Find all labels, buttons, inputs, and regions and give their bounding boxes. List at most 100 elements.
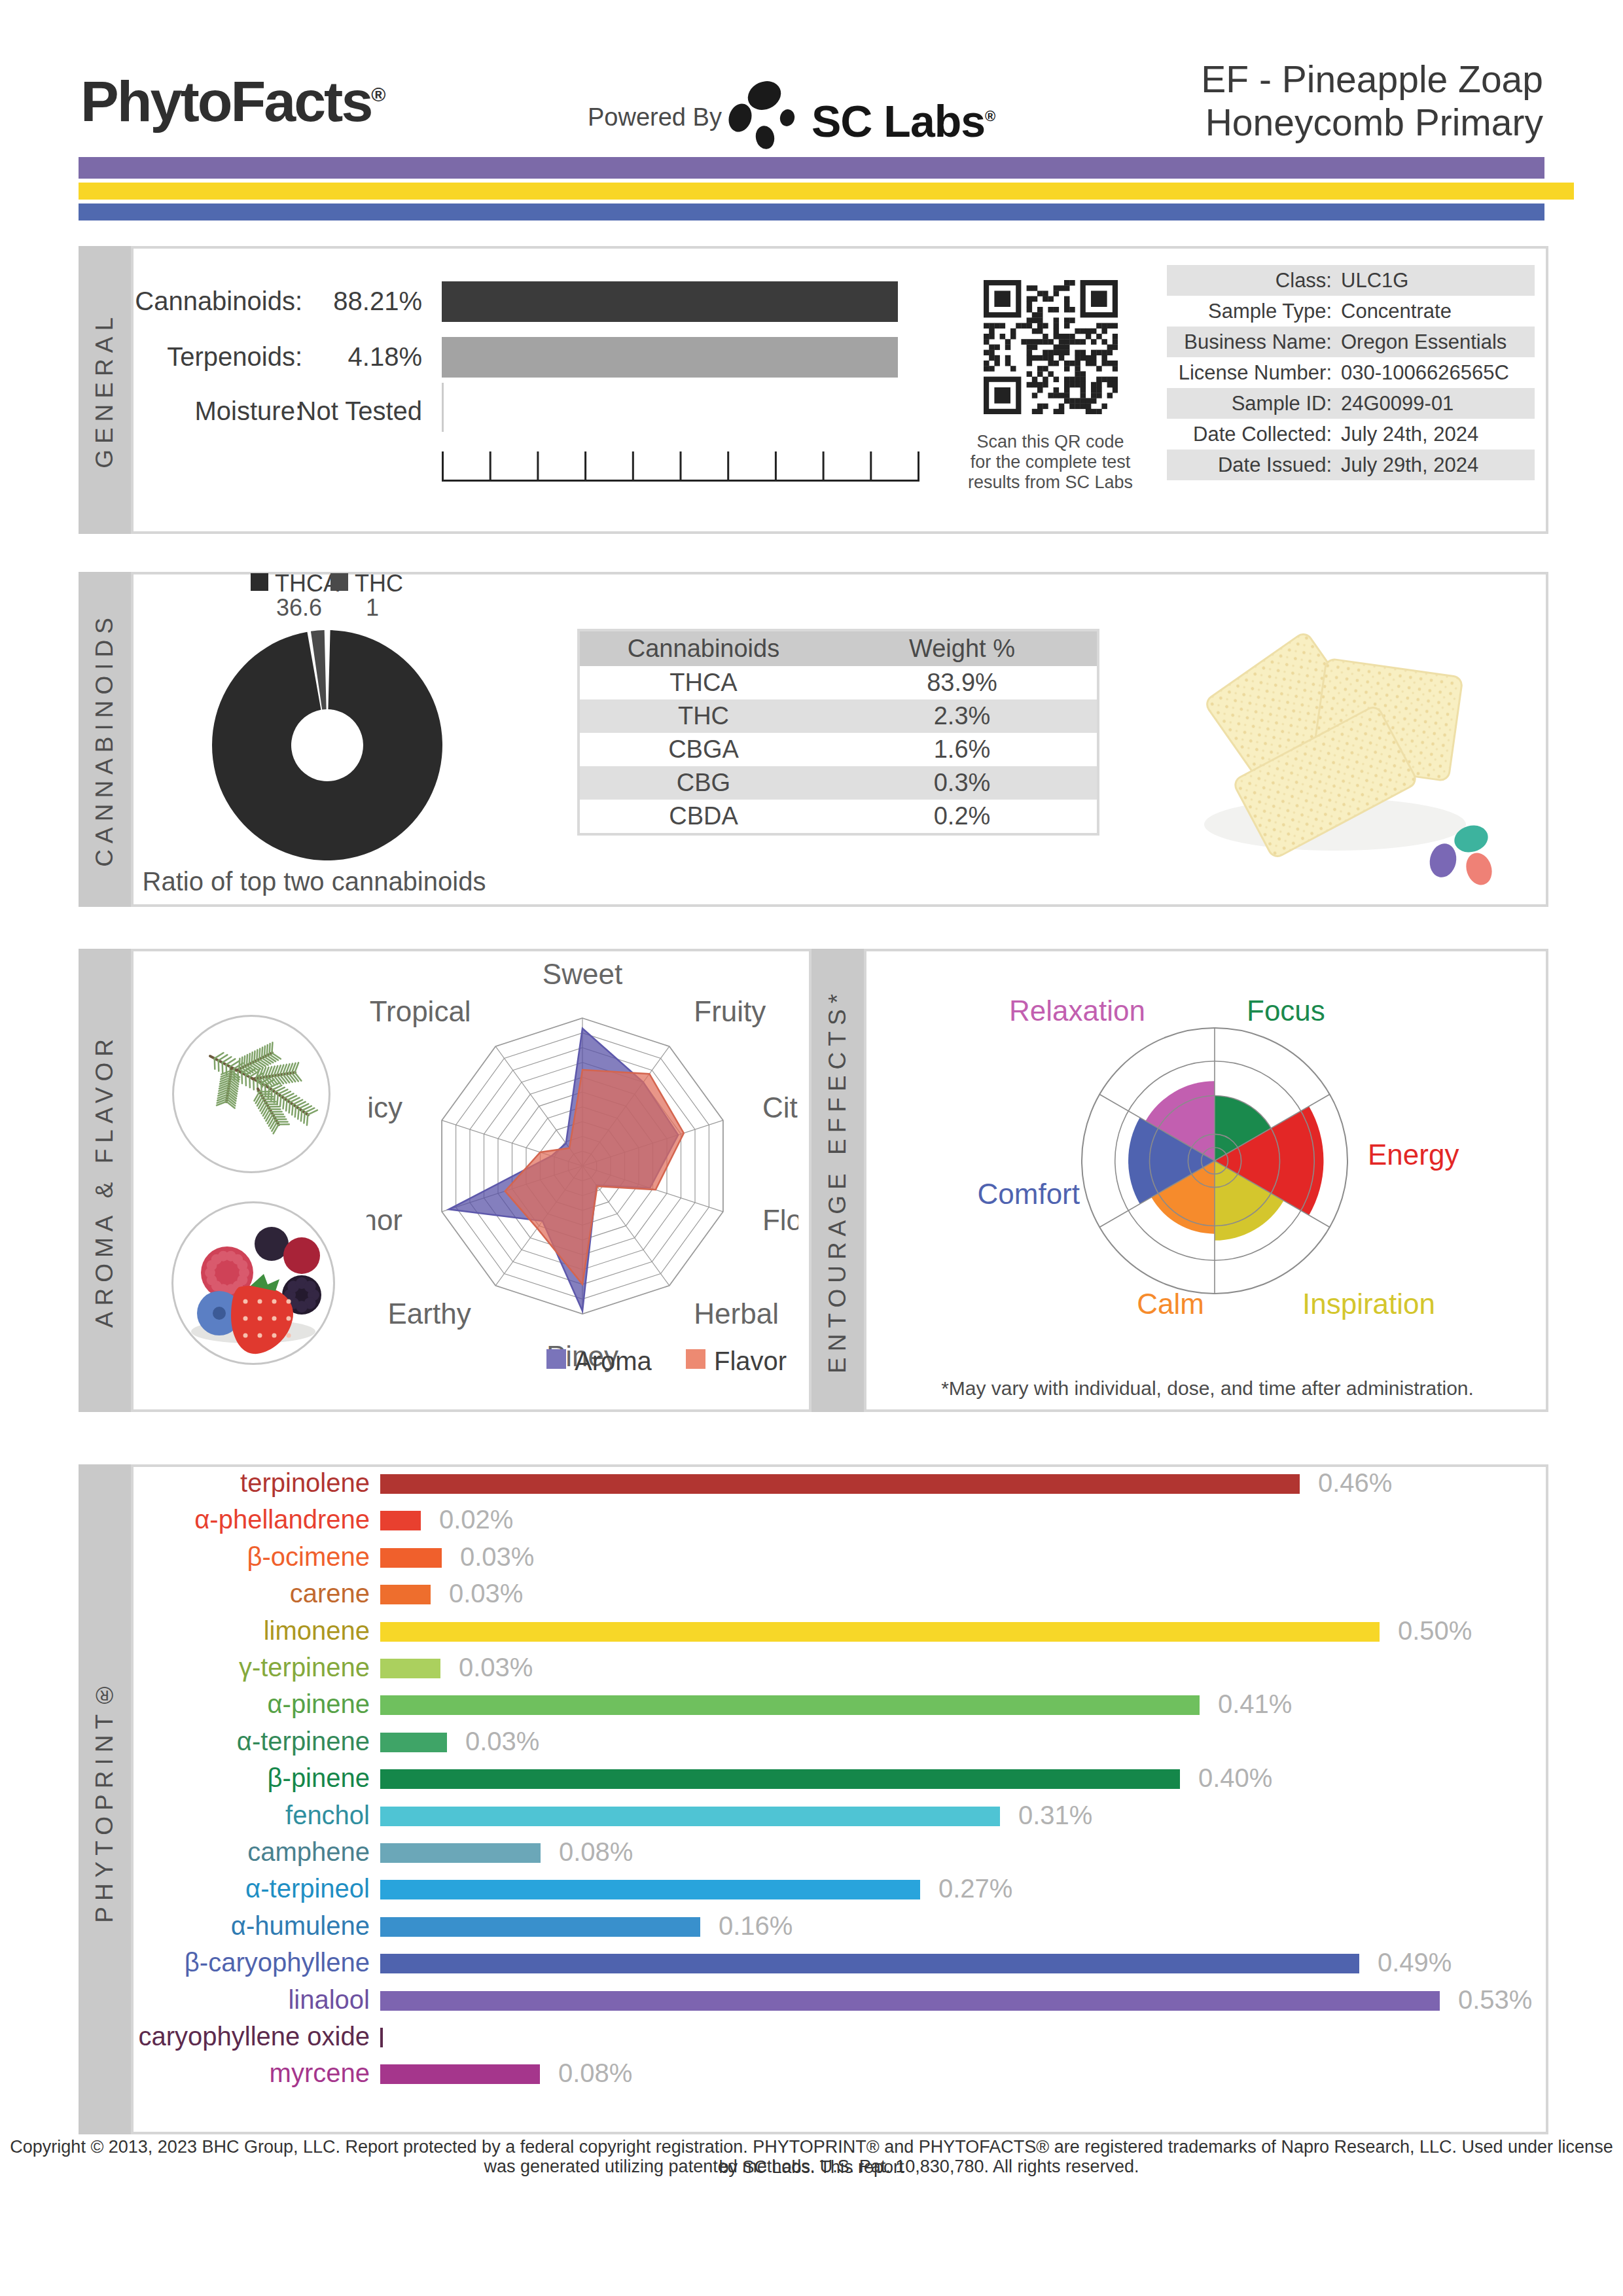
terpene-bar-11 [380,1880,920,1899]
terpene-value-6: 0.41% [1218,1689,1292,1719]
radar-axis-label-earthy: Earthy [387,1298,471,1330]
terpene-value-10: 0.08% [559,1837,633,1867]
entourage-effects-polar [1071,1017,1359,1305]
terpene-label-1: α-phellandrene [82,1505,370,1534]
report-title-line1: EF - Pineapple Zoap [982,58,1543,101]
cannabinoid-row-thc: THC2.3% [580,699,1097,733]
terpene-value-12: 0.16% [719,1911,793,1941]
brand-logo: PhytoFacts® [80,68,383,135]
info-label: Class: [1167,269,1341,292]
info-value: 030-1006626565C [1341,361,1535,385]
terpenoids-total-bar [442,337,898,378]
radar-axis-label-fruity: Fruity [694,995,766,1027]
terpenoids-total-value: 4.18% [314,342,422,372]
pine-sprig-icon [174,1017,329,1171]
terpene-bar-15 [380,2028,383,2047]
product-photo [1171,609,1525,890]
aroma-legend-swatch [546,1349,566,1369]
terpene-value-0: 0.46% [1318,1468,1392,1498]
info-value: July 24th, 2024 [1341,423,1535,446]
thc-legend-label: THC [355,570,403,597]
info-row-licensenumber: License Number:030-1006626565C [1167,357,1535,388]
terpene-label-3: carene [82,1579,370,1608]
terpene-bar-12 [380,1917,700,1937]
terpene-bar-2 [380,1548,442,1568]
header-stripe-purple [79,157,1544,179]
cannabinoid-name: THCA [580,669,827,697]
terpene-bar-1 [380,1511,421,1530]
brand-registered-mark: ® [371,84,383,105]
terpene-value-8: 0.40% [1198,1763,1272,1793]
terpene-value-4: 0.50% [1398,1616,1472,1646]
cannabinoid-name: CBGA [580,735,827,764]
header-stripe-blue [79,203,1544,221]
terpene-label-11: α-terpineol [82,1874,370,1903]
cannabinoids-total-label: Cannabinoids: [131,287,302,316]
terpene-label-12: α-humulene [82,1911,370,1941]
terpene-label-2: β-ocimene [82,1542,370,1572]
scale-ruler [442,451,926,482]
terpene-bar-0 [380,1474,1300,1494]
comfort-label: Comfort [929,1178,1080,1210]
entourage-section-tab: ENTOURAGE EFFECTS* [812,949,864,1412]
thc-legend-value: 1 [343,594,402,622]
focus-label: Focus [1247,995,1325,1027]
terpene-value-9: 0.31% [1018,1801,1092,1830]
qr-code[interactable] [984,280,1118,414]
terpene-label-16: myrcene [82,2058,370,2088]
info-label: Date Issued: [1167,453,1341,477]
thca-legend-label: THCA [275,570,339,597]
terpene-bar-10 [380,1843,541,1863]
cannabinoid-weight: 2.3% [827,702,1097,730]
info-label: Business Name: [1167,330,1341,354]
cannabinoids-total-value: 88.21% [314,287,422,316]
cannabinoid-weight: 0.2% [827,802,1097,830]
thc-legend-swatch [330,573,348,591]
flavor-legend-swatch [686,1349,705,1369]
terpene-value-11: 0.27% [938,1874,1012,1903]
terpene-label-4: limonene [82,1616,370,1646]
aroma-flavor-section-label: AROMA & FLAVOR [91,1033,118,1328]
cannabinoid-weight: 1.6% [827,735,1097,764]
info-row-datecollected: Date Collected:July 24th, 2024 [1167,419,1535,450]
cannabinoid-ratio-donut [203,621,452,870]
moisture-label: Moisture: [131,397,302,426]
inspiration-label: Inspiration [1302,1288,1435,1320]
terpene-bar-7 [380,1733,447,1752]
col-header-cannabinoids: Cannabinoids [580,635,827,663]
cannabinoid-table-header: CannabinoidsWeight % [580,631,1097,666]
terpene-bar-14 [380,1991,1440,2011]
terpene-bar-4 [380,1622,1380,1642]
terpene-bar-5 [380,1659,440,1678]
report-title: EF - Pineapple Zoap Honeycomb Primary [982,58,1543,144]
info-row-businessname: Business Name:Oregon Essentials [1167,327,1535,357]
phytofacts-report: PhytoFacts® Powered By SC Labs® EF - Pin… [0,0,1623,2296]
info-value: ULC1G [1341,269,1535,292]
thca-legend-value: 36.6 [263,594,335,622]
radar-axis-label-floral: Floral [762,1204,798,1236]
terpene-label-8: β-pinene [82,1763,370,1793]
terpene-label-13: β-caryophyllene [82,1948,370,1977]
general-section-label: GENERAL [91,311,118,468]
cannabinoid-row-thca: THCA83.9% [580,666,1097,699]
radar-axis-label-tropical: Tropical [370,995,471,1027]
terpene-bar-8 [380,1769,1180,1789]
cannabinoid-name: THC [580,702,827,730]
cannabinoid-row-cbg: CBG0.3% [580,766,1097,800]
terpene-bar-16 [380,2064,540,2084]
terpene-label-10: camphene [82,1837,370,1867]
sample-info-table: Class:ULC1GSample Type:ConcentrateBusine… [1167,265,1535,480]
radar-axis-label-herbal: Herbal [694,1298,779,1330]
aroma-flavor-radar: SweetFruityCitrusyFloralHerbalPineyEarth… [366,950,798,1382]
radar-axis-label-spicy: Spicy [366,1091,402,1123]
entourage-note: *May vary with individual, dose, and tim… [870,1377,1544,1400]
energy-label: Energy [1368,1139,1459,1171]
terpene-label-9: fenchol [82,1801,370,1830]
terpenoids-total-label: Terpenoids: [131,342,302,372]
cannabinoids-section-label: CANNABINOIDS [91,612,118,867]
cannabinoid-row-cbga: CBGA1.6% [580,733,1097,766]
cannabinoid-weight: 0.3% [827,769,1097,797]
moisture-zero-bar [442,383,444,432]
moisture-value: Not Tested [281,397,422,426]
info-row-dateissued: Date Issued:July 29th, 2024 [1167,450,1535,480]
